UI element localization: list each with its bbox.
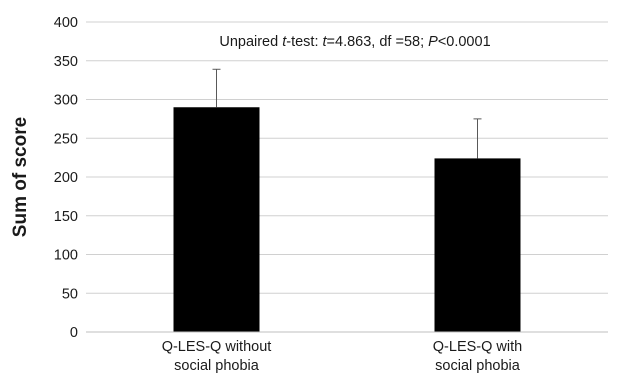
error-bars	[212, 68, 482, 159]
bars	[173, 107, 521, 332]
y-tick-label-150: 150	[54, 209, 78, 225]
y-tick-label-0: 0	[70, 325, 78, 341]
x-axis-categories: Q-LES-Q without social phobia Q-LES-Q with…	[162, 339, 523, 374]
x-category-label-0: Q-LES-Q without social phobia	[162, 339, 272, 374]
y-tick-label-100: 100	[54, 248, 78, 264]
y-axis-ticks: 0 50 100 150 200 250 300 350 400	[54, 15, 78, 341]
test-annotation: Unpaired t-test: t=4.863, df =58; P<0.00…	[219, 34, 490, 50]
y-axis-label: Sum of score	[10, 117, 31, 237]
y-tick-label-400: 400	[54, 15, 78, 31]
y-tick-label-300: 300	[54, 93, 78, 109]
gridlines	[86, 21, 608, 294]
x-category-label-1: Q-LES-Q with social phobia	[433, 339, 522, 374]
bar-1	[434, 158, 521, 332]
y-tick-label-50: 50	[62, 286, 78, 302]
y-tick-label-350: 350	[54, 54, 78, 70]
y-tick-label-250: 250	[54, 131, 78, 147]
y-tick-label-200: 200	[54, 170, 78, 186]
bar-0	[173, 107, 260, 332]
